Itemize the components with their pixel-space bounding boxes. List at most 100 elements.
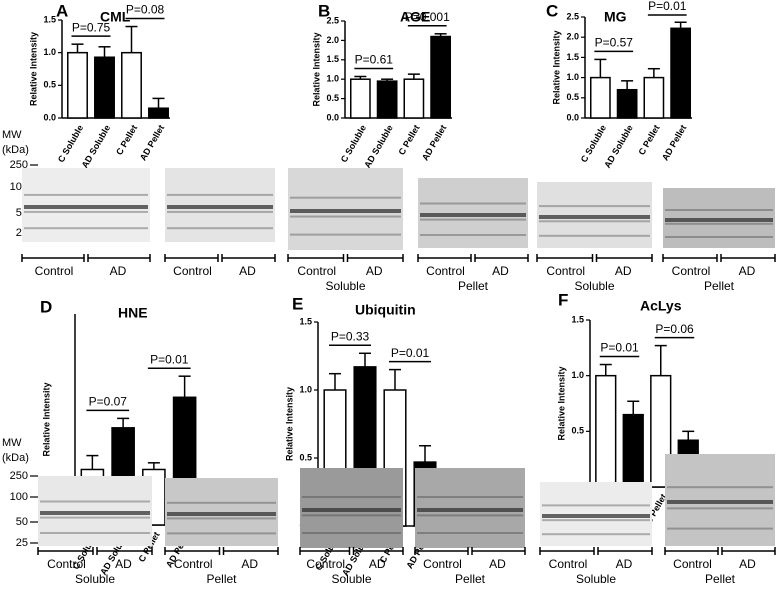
bar — [148, 107, 169, 119]
blot-band — [417, 508, 523, 512]
blot-band — [290, 196, 401, 199]
bar — [595, 374, 617, 488]
bar — [643, 76, 665, 119]
group-label: Control — [673, 557, 712, 571]
bar — [622, 413, 644, 488]
blot-band — [24, 193, 148, 196]
mw-marker: 250 — [10, 470, 28, 482]
y-tick-label: 1.0 — [299, 384, 312, 394]
y-axis-label: Relative Intensity — [311, 32, 321, 106]
blot-band — [290, 233, 401, 236]
fraction-label: Soluble — [331, 572, 371, 586]
p-value: P=0.01 — [150, 352, 189, 366]
bar — [67, 51, 88, 119]
y-tick-label: 1.0 — [326, 74, 339, 84]
blot-band — [24, 205, 148, 209]
y-tick-label: 0.5 — [43, 80, 56, 90]
bar — [670, 27, 692, 119]
group-label: AD — [115, 557, 132, 571]
blot-band — [302, 508, 401, 512]
y-tick-label: 1.5 — [299, 316, 312, 326]
mw-unit: (kDa) — [2, 452, 29, 464]
group-label: AD — [110, 264, 127, 278]
blot-band — [667, 486, 773, 489]
y-tick-label: 1.0 — [571, 370, 584, 380]
blot-band — [40, 532, 150, 534]
p-value: P=0.01 — [648, 0, 687, 13]
y-tick-label: 0.5 — [571, 426, 584, 436]
panel-letter: A — [56, 1, 68, 20]
y-axis-label: Relative Intensity — [551, 30, 561, 104]
x-tick-label: C Soluble — [579, 123, 608, 164]
p-value: P=0.01 — [391, 346, 430, 360]
blot-band — [542, 533, 650, 536]
x-tick-label: C Soluble — [339, 123, 368, 164]
y-tick-label: 2.0 — [326, 35, 339, 45]
blot-band — [40, 516, 150, 519]
group-label: AD — [492, 264, 509, 278]
y-axis-label: Relative Intensity — [556, 366, 566, 440]
group-label: AD — [369, 557, 386, 571]
y-axis-label: Relative Intensity — [41, 382, 51, 456]
y-axis-label: Relative Intensity — [28, 32, 38, 106]
blot-band — [167, 517, 276, 520]
blot-band — [167, 501, 276, 504]
blot-band — [24, 210, 148, 213]
group-label: Control — [35, 264, 74, 278]
mw-marker: 50 — [16, 516, 28, 528]
panel-letter: B — [318, 1, 330, 20]
blot-band — [667, 507, 773, 510]
blot-band — [665, 209, 773, 211]
y-tick-label: 2.5 — [326, 15, 339, 25]
group-label: AD — [241, 557, 258, 571]
group-label: AD — [615, 264, 632, 278]
fraction-label: Pellet — [455, 572, 486, 586]
y-tick-label: 0.5 — [326, 93, 339, 103]
blot-band — [420, 202, 526, 205]
fraction-label: Pellet — [705, 572, 736, 586]
group-label: Control — [47, 557, 86, 571]
bar — [403, 78, 425, 119]
chart-title: HNE — [118, 305, 148, 321]
y-tick-label: 2.0 — [566, 32, 579, 42]
blot-band — [420, 218, 526, 221]
y-axis-label: Relative Intensity — [284, 387, 294, 461]
group-label: AD — [489, 557, 506, 571]
blot-band — [665, 236, 773, 238]
blot-band — [302, 514, 401, 517]
p-value: P=0.61 — [355, 53, 394, 67]
blot-band — [667, 500, 773, 504]
blot-band — [167, 210, 273, 213]
y-tick-label: 0.5 — [299, 452, 312, 462]
blot-band — [167, 227, 273, 230]
p-value: P=0.33 — [331, 329, 370, 343]
fraction-label: Soluble — [325, 279, 365, 293]
group-label: Control — [423, 557, 462, 571]
blot-band — [167, 205, 273, 209]
blot-band — [665, 218, 773, 222]
mw-marker: 25 — [16, 537, 28, 549]
x-tick-label: AD Soluble — [602, 123, 635, 170]
x-tick-label: C Soluble — [56, 123, 85, 164]
y-tick-label: 0.0 — [43, 112, 56, 122]
y-tick-label: 1.0 — [566, 72, 579, 82]
blot-band — [167, 512, 276, 516]
p-value: P=0.57 — [595, 36, 634, 50]
panel-letter: D — [40, 297, 52, 316]
bar — [430, 35, 452, 119]
bar — [349, 78, 371, 119]
blot-band — [417, 532, 523, 534]
panel-letter: C — [546, 1, 558, 20]
group-label: Control — [174, 557, 213, 571]
fraction-label: Pellet — [206, 572, 237, 586]
blot-band — [539, 205, 650, 208]
group-label: Control — [672, 264, 711, 278]
bar — [376, 80, 398, 119]
fraction-label: Soluble — [574, 279, 614, 293]
blot-band — [539, 234, 650, 237]
chart-title: AcLys — [640, 298, 682, 314]
panel-letter: E — [292, 294, 303, 313]
blot-band — [167, 193, 273, 196]
group-label: Control — [549, 557, 588, 571]
chart-title: CML — [100, 9, 131, 25]
